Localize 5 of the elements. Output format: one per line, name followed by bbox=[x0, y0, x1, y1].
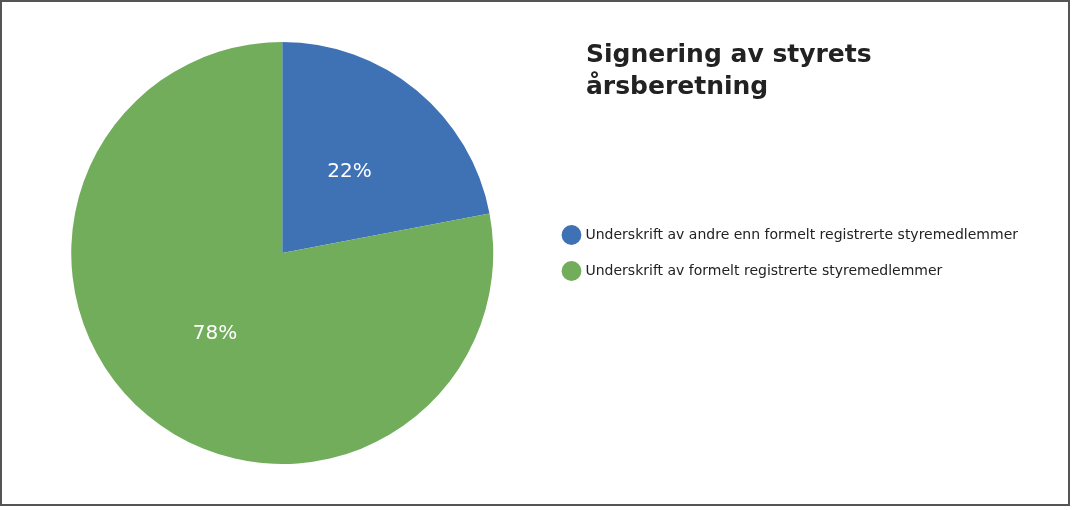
legend-label: Underskrift av andre enn formelt registrerte styremedlemmer bbox=[585, 225, 1019, 242]
data-label: 78% bbox=[192, 320, 238, 345]
data-label: 22% bbox=[327, 157, 372, 182]
text: Signering av styrets årsberetning bbox=[586, 38, 873, 102]
legend-label: Underskrift av formelt registrerte styremedlemmer bbox=[585, 261, 943, 278]
